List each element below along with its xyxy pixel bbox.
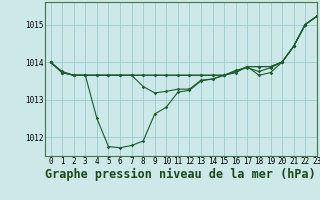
X-axis label: Graphe pression niveau de la mer (hPa): Graphe pression niveau de la mer (hPa) bbox=[45, 168, 316, 181]
